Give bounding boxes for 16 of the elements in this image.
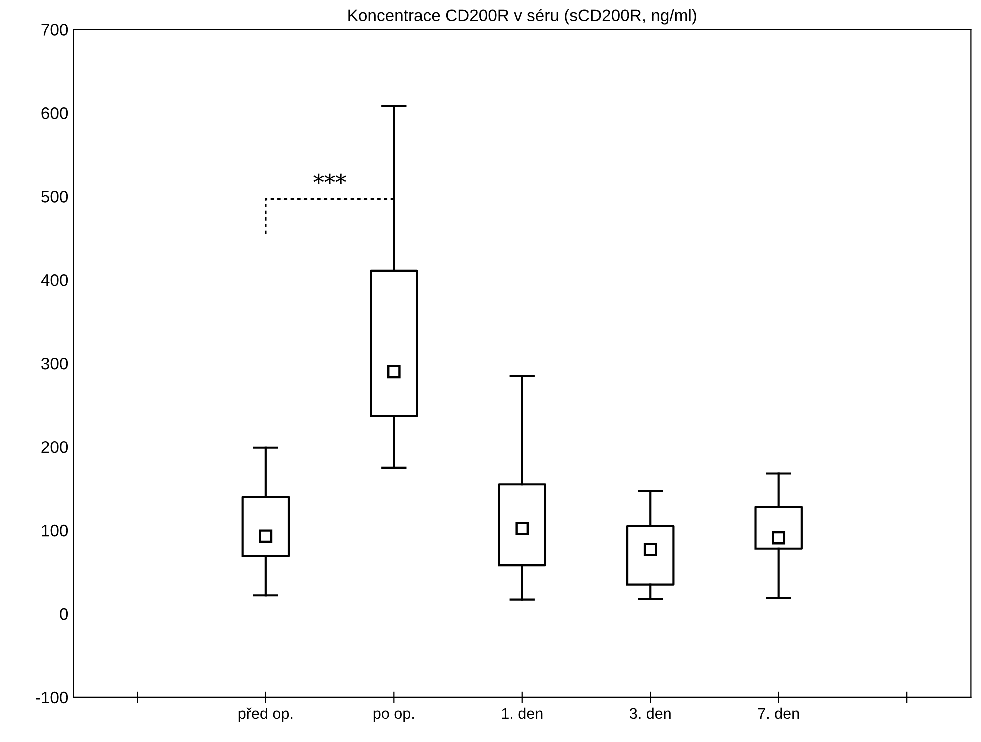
y-tick-label: 0 bbox=[60, 608, 68, 620]
x-tick-label: 1. den bbox=[502, 708, 543, 720]
y-tick-label: 200 bbox=[42, 441, 68, 454]
x-tick-label: 7. den bbox=[758, 708, 800, 720]
y-tick-label: 600 bbox=[42, 108, 68, 120]
y-tick-label: 700 bbox=[42, 24, 68, 36]
x-tick-label: 3. den bbox=[630, 708, 671, 720]
y-tick-label: 300 bbox=[42, 358, 68, 370]
y-tick-label: 100 bbox=[42, 524, 68, 537]
annotation: *** bbox=[314, 174, 346, 184]
y-tick-label: 400 bbox=[41, 274, 68, 286]
x-tick-label: před op. bbox=[238, 708, 293, 722]
y-tick-label: -100 bbox=[36, 692, 68, 704]
chart-title: Koncentrace CD200R v séru (sCD200R, ng/ml) bbox=[348, 9, 696, 25]
x-tick-label: po op. bbox=[374, 710, 414, 722]
y-tick-label: 500 bbox=[42, 191, 68, 203]
